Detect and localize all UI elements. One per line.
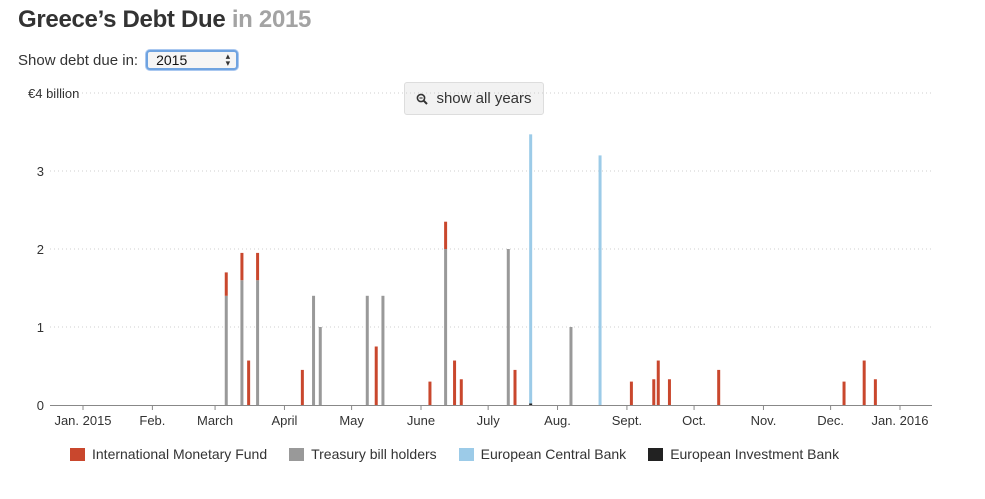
legend-item-european-central-bank: European Central Bank [458,446,627,462]
bar-treasury-bill-holders[interactable] [381,295,385,405]
bar-treasury-bill-holders[interactable] [240,280,244,405]
bar-treasury-bill-holders[interactable] [506,249,510,405]
legend-label: European Investment Bank [670,446,840,462]
year-select-value: 2015 [156,52,188,68]
x-tick-label: Jan. 2016 [871,413,928,428]
bar-international-monetary-fund[interactable] [656,360,660,405]
y-tick-label: 1 [37,320,44,335]
legend-item-treasury-bill-holders: Treasury bill holders [289,446,437,462]
x-tick-label: June [407,413,435,428]
bar-treasury-bill-holders[interactable] [365,295,369,405]
x-tick-label: Feb. [139,413,165,428]
legend: International Monetary Fund Treasury bill… [70,446,861,462]
x-tick-label: July [477,413,501,428]
x-tick-label: Aug. [544,413,571,428]
title-year: in 2015 [231,6,312,33]
x-tick-label: April [271,413,297,428]
x-tick-label: Dec. [817,413,844,428]
bar-treasury-bill-holders[interactable] [318,327,322,405]
zoom-icon [417,93,429,105]
legend-label: European Central Bank [480,446,627,462]
bar-international-monetary-fund[interactable] [374,346,378,406]
y-tick-label: 3 [37,164,44,179]
title-main: Greece’s Debt Due [18,6,226,33]
bar-international-monetary-fund[interactable] [873,379,877,405]
bar-treasury-bill-holders[interactable] [256,280,260,405]
select-arrows-icon: ▴ ▾ [225,51,231,68]
bar-international-monetary-fund[interactable] [842,381,846,405]
x-tick-label: May [339,413,364,428]
bar-international-monetary-fund[interactable] [428,381,432,405]
bar-treasury-bill-holders[interactable] [224,295,228,405]
legend-item-international-monetary-fund: International Monetary Fund [70,446,267,462]
chart-title: Greece’s Debt Due in 2015 [18,6,311,34]
x-tick-label: Sept. [612,413,642,428]
x-tick-label: March [197,413,233,428]
bar-european-investment-bank[interactable] [529,403,533,405]
bar-treasury-bill-holders[interactable] [569,327,573,405]
x-tick-label: Oct. [682,413,706,428]
bar-international-monetary-fund[interactable] [717,369,721,405]
bar-international-monetary-fund[interactable] [629,381,633,405]
legend-swatch [289,447,305,461]
bar-international-monetary-fund[interactable] [667,379,671,405]
bar-treasury-bill-holders[interactable] [312,295,316,405]
bar-international-monetary-fund[interactable] [300,369,304,405]
bar-international-monetary-fund[interactable] [256,252,260,281]
bar-international-monetary-fund[interactable] [513,369,517,405]
legend-swatch [648,447,664,461]
legend-swatch [70,447,85,461]
legend-swatch [458,447,474,461]
legend-item-european-investment-bank: European Investment Bank [648,446,839,462]
axes: 0 1 2 3 €4 billion Jan. 2015 Feb. March April May… [28,86,932,428]
bar-international-monetary-fund[interactable] [453,360,457,405]
year-select[interactable]: 2015 ▴ ▾ [146,50,239,70]
bar-international-monetary-fund[interactable] [240,252,244,281]
legend-label: Treasury bill holders [311,446,437,462]
show-all-years-button[interactable]: show all years [404,82,544,115]
bar-european-central-bank[interactable] [529,134,533,404]
show-all-years-label: show all years [436,90,532,107]
bar-international-monetary-fund[interactable] [247,360,251,405]
bar-international-monetary-fund[interactable] [224,272,228,296]
gridlines [50,92,932,328]
x-tick-label: Nov. [751,413,777,428]
y-tick-label: 2 [37,242,44,257]
year-select-label: Show debt due in: [18,51,139,69]
legend-label: International Monetary Fund [92,446,268,462]
bar-european-central-bank[interactable] [598,155,602,405]
y-tick-label: 0 [37,398,44,413]
year-control: Show debt due in: 2015 ▴ ▾ [18,50,239,70]
bars [224,134,877,406]
bar-international-monetary-fund[interactable] [652,379,656,405]
bar-international-monetary-fund[interactable] [459,379,463,405]
y-unit-label: €4 billion [28,86,79,101]
bar-international-monetary-fund[interactable] [862,360,866,405]
bar-international-monetary-fund[interactable] [444,221,448,249]
x-tick-label: Jan. 2015 [54,413,111,428]
bar-treasury-bill-holders[interactable] [444,249,448,405]
